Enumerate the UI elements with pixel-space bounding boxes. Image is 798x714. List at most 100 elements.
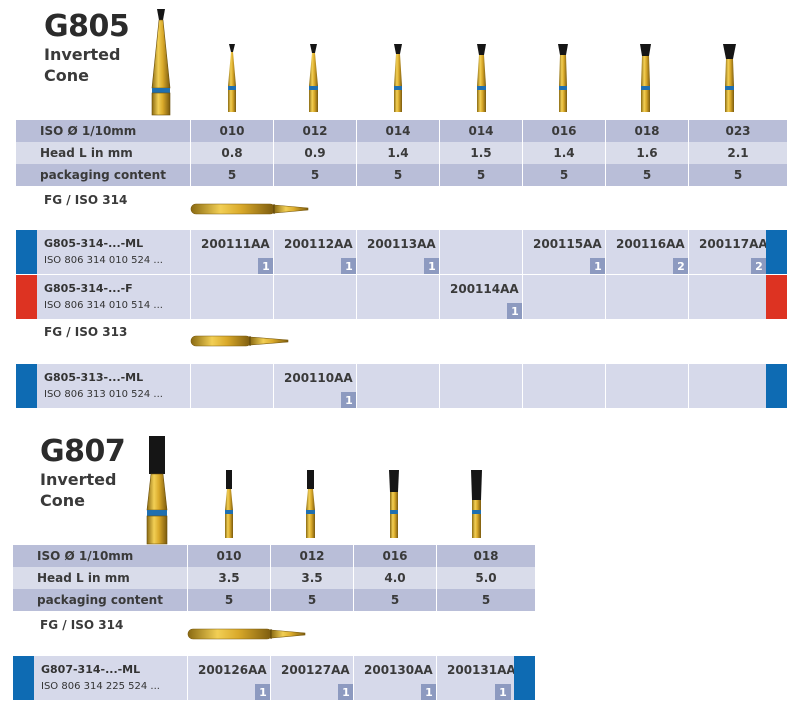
- g805-head-010: 0.8: [190, 142, 273, 164]
- g807-iso-016: 016: [353, 545, 436, 567]
- g807-head-label: Head L in mm: [37, 571, 130, 585]
- order-code: 200110AA: [284, 371, 353, 385]
- g807-bur-016-image: [389, 470, 399, 538]
- row-color-stripe-left: [16, 275, 37, 319]
- g807-iso-018: 018: [436, 545, 535, 567]
- g805-iso-018: 018: [605, 120, 688, 142]
- g807-head-010: 3.5: [187, 567, 270, 589]
- order-cell-014b-empty: [439, 230, 522, 274]
- order-cell-016-empty: [522, 364, 605, 408]
- order-cell-016[interactable]: 200115AA 1: [522, 230, 606, 274]
- order-cell-018-empty: [605, 364, 688, 408]
- order-code: 200126AA: [198, 663, 267, 677]
- g807-bur-018-image: [471, 470, 482, 538]
- g807-spec-row-head: Head L in mm 3.5 3.5 4.0 5.0: [13, 567, 535, 589]
- g805-section-313-label: FG / ISO 313: [44, 325, 128, 339]
- g807-spec-table: ISO Ø 1/10mm 010 012 016 018 Head L in m…: [13, 545, 535, 611]
- quantity-badge: 1: [507, 303, 523, 319]
- g807-subtitle-line2: Cone: [40, 491, 85, 510]
- g807-pack-012: 5: [270, 589, 353, 611]
- g805-bur-014b-image: [477, 44, 486, 112]
- g805-313-ml-row: G805-313-...-ML ISO 806 313 010 524 ... …: [16, 364, 787, 408]
- g805-section-314-label: FG / ISO 314: [44, 193, 128, 207]
- order-cell-014b-empty: [439, 364, 522, 408]
- g805-head-016: 1.4: [522, 142, 605, 164]
- g805-314-f-row: G805-314-...-F ISO 806 314 010 514 ... 2…: [16, 275, 787, 319]
- g805-spec-row-pack: packaging content 5 5 5 5 5 5 5: [16, 164, 787, 186]
- order-cell-012[interactable]: 200127AA 1: [270, 656, 354, 700]
- quantity-badge: 1: [258, 258, 274, 274]
- quantity-badge: 2: [673, 258, 689, 274]
- row-color-stripe-left: [13, 656, 34, 700]
- product-name: G805-314-...-ML: [44, 237, 144, 250]
- quantity-badge: 1: [590, 258, 606, 274]
- order-cell-014a[interactable]: 200113AA 1: [356, 230, 440, 274]
- row-color-stripe-right: [766, 275, 787, 319]
- order-cell-016-empty: [522, 275, 605, 319]
- order-cell-014a-empty: [356, 275, 439, 319]
- quantity-badge: 2: [751, 258, 767, 274]
- order-cell-018-empty: [605, 275, 688, 319]
- g807-spec-row-pack: packaging content 5 5 5 5: [13, 589, 535, 611]
- g805-spec-row-head: Head L in mm 0.8 0.9 1.4 1.5 1.4 1.6 2.1: [16, 142, 787, 164]
- order-code: 200111AA: [201, 237, 270, 251]
- g805-fg313-shank-icon: [190, 335, 289, 347]
- order-cell-010[interactable]: 200126AA 1: [187, 656, 271, 700]
- order-cell-018[interactable]: 200131AA 1: [436, 656, 516, 700]
- g805-bur-012-image: [309, 44, 318, 112]
- order-cell-014b[interactable]: 200114AA 1: [439, 275, 523, 319]
- g805-pack-023: 5: [688, 164, 787, 186]
- g805-large-bur-image: [151, 9, 171, 116]
- g805-spec-row-iso: ISO Ø 1/10mm 010 012 014 014 016 018 023: [16, 120, 787, 142]
- g807-pack-018: 5: [436, 589, 535, 611]
- product-name: G805-314-...-F: [44, 282, 133, 295]
- order-cell-018[interactable]: 200116AA 2: [605, 230, 689, 274]
- g805-subtitle-line1: Inverted: [44, 45, 121, 64]
- order-cell-023-empty: [688, 275, 766, 319]
- order-code: 200113AA: [367, 237, 436, 251]
- g807-subtitle-line1: Inverted: [40, 470, 117, 489]
- g805-bur-illustrations: [151, 9, 736, 116]
- order-cell-023[interactable]: 200117AA 2: [688, 230, 768, 274]
- g807-fg314-shank-icon: [187, 628, 306, 640]
- order-code: 200130AA: [364, 663, 433, 677]
- row-color-stripe-right: [514, 656, 535, 700]
- quantity-badge: 1: [424, 258, 440, 274]
- product-iso-number: ISO 806 314 010 524 ...: [44, 255, 163, 266]
- g805-pack-label: packaging content: [40, 168, 166, 182]
- product-iso-number: ISO 806 313 010 524 ...: [44, 389, 163, 400]
- g805-title: G805: [44, 9, 130, 44]
- order-code: 200114AA: [450, 282, 519, 296]
- g805-head-label: Head L in mm: [40, 146, 133, 160]
- g805-head-014a: 1.4: [356, 142, 439, 164]
- g807-spec-row-iso: ISO Ø 1/10mm 010 012 016 018: [13, 545, 535, 567]
- g805-bur-014a-image: [394, 44, 402, 112]
- order-cell-014a-empty: [356, 364, 439, 408]
- quantity-badge: 1: [255, 684, 271, 700]
- order-cell-012[interactable]: 200110AA 1: [273, 364, 357, 408]
- g807-iso-label: ISO Ø 1/10mm: [37, 549, 134, 563]
- order-cell-012[interactable]: 200112AA 1: [273, 230, 357, 274]
- g807-head-016: 4.0: [353, 567, 436, 589]
- g805-iso-012: 012: [273, 120, 356, 142]
- g805-bur-010-image: [228, 44, 236, 112]
- product-name: G807-314-...-ML: [41, 663, 141, 676]
- quantity-badge: 1: [495, 684, 511, 700]
- g805-pack-018: 5: [605, 164, 688, 186]
- g805-iso-014a: 014: [356, 120, 439, 142]
- order-cell-010[interactable]: 200111AA 1: [190, 230, 274, 274]
- g807-pack-label: packaging content: [37, 593, 163, 607]
- g807-iso-012: 012: [270, 545, 353, 567]
- g807-head-018: 5.0: [436, 567, 535, 589]
- quantity-badge: 1: [341, 258, 357, 274]
- order-cell-016[interactable]: 200130AA 1: [353, 656, 437, 700]
- g805-pack-014a: 5: [356, 164, 439, 186]
- row-color-stripe-left: [16, 230, 37, 274]
- g805-pack-016: 5: [522, 164, 605, 186]
- g805-spec-table: ISO Ø 1/10mm 010 012 014 014 016 018 023…: [16, 120, 787, 186]
- g805-pack-010: 5: [190, 164, 273, 186]
- order-cell-012-empty: [273, 275, 356, 319]
- g805-bur-018-image: [640, 44, 651, 112]
- order-cell-023-empty: [688, 364, 766, 408]
- order-code: 200116AA: [616, 237, 685, 251]
